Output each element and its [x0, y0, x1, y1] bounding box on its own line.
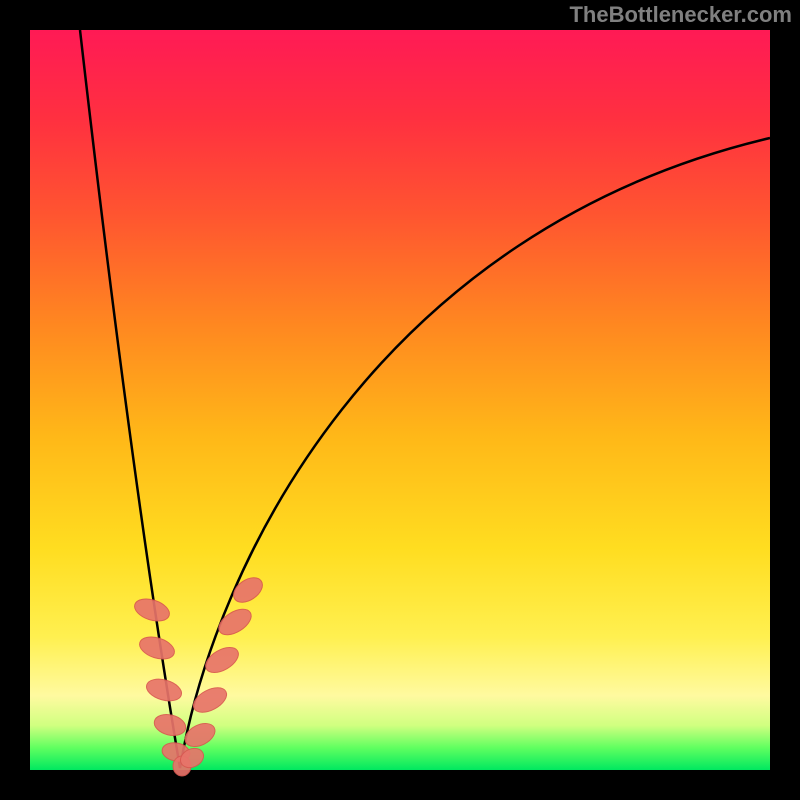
chart-svg	[0, 0, 800, 800]
plot-background	[30, 30, 770, 770]
watermark-text: TheBottlenecker.com	[569, 2, 792, 28]
chart-container: TheBottlenecker.com	[0, 0, 800, 800]
